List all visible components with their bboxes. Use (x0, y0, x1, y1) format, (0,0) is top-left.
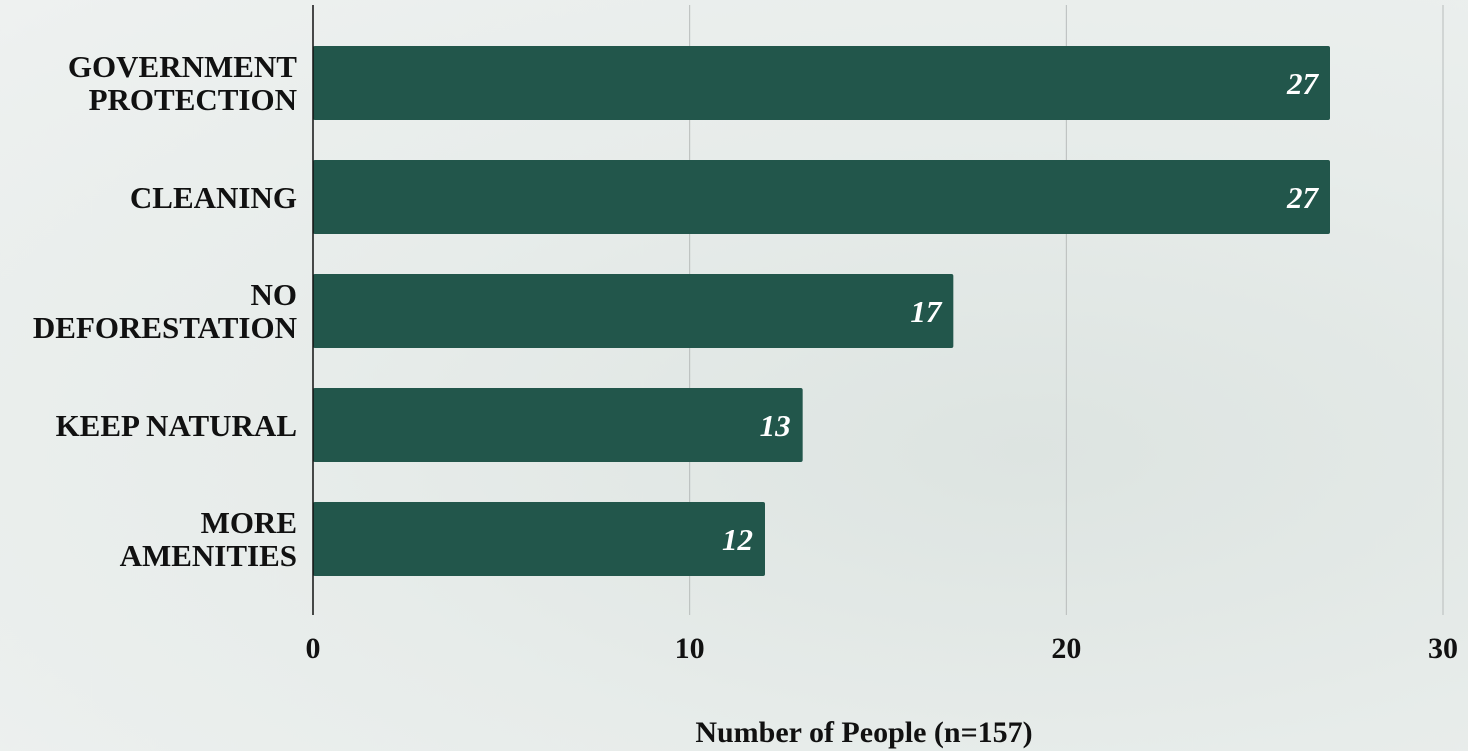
value-label: 27 (1286, 180, 1320, 215)
value-label: 27 (1286, 66, 1320, 101)
value-label: 13 (760, 408, 791, 443)
x-tick-label: 20 (1051, 632, 1081, 665)
y-tick-label: KEEP NATURAL (55, 407, 297, 443)
x-tick-label: 30 (1428, 632, 1458, 665)
bar (313, 46, 1330, 120)
bar (313, 388, 803, 462)
value-label: 12 (722, 522, 753, 557)
x-axis-title: Number of People (n=157) (695, 716, 1033, 749)
y-tick-label: NO DEFORESTATION (32, 277, 297, 345)
bar (313, 502, 765, 576)
bar (313, 274, 954, 348)
bar (313, 160, 1330, 234)
y-tick-label: GOVERNMENT PROTECTION (67, 49, 297, 117)
x-tick-label: 10 (675, 632, 705, 665)
x-tick-label: 0 (306, 632, 321, 665)
y-tick-label: MORE AMENITIES (119, 505, 297, 573)
value-label: 17 (910, 294, 943, 329)
y-tick-label: CLEANING (129, 179, 297, 215)
